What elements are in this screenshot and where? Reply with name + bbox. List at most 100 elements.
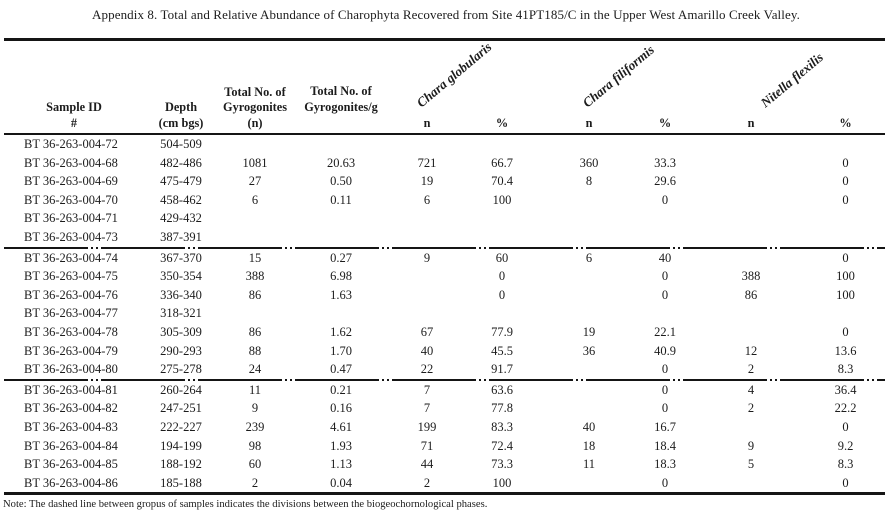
col-header-total-gyrogonites: Total No. of Gyrogonites (n): [218, 85, 292, 134]
table-cell: 0: [661, 401, 669, 416]
table-cell: 16.7: [654, 419, 676, 434]
table-cell: 20.63: [326, 155, 356, 170]
table-cell: 67: [420, 324, 434, 339]
table-cell: 2: [251, 475, 259, 490]
table-row: BT 36-263-004-81 260-264 11 0.21 7 63.6 0 4 36.4: [4, 381, 885, 400]
table-cell: 6: [585, 250, 593, 265]
table-row: BT 36-263-004-84 194-199 98 1.93 71 72.4 18 18.…: [4, 437, 885, 456]
table-row: BT 36-263-004-69 475-479 27 0.50 19 70.4 8 29.6…: [4, 172, 885, 191]
table-cell: 15: [248, 250, 262, 265]
table-cell: 72.4: [491, 438, 513, 453]
table-cell: BT 36-263-004-83: [24, 419, 118, 434]
table-cell: 0: [498, 287, 506, 302]
table-cell: [540, 209, 638, 228]
table-cell: [638, 304, 692, 323]
table-cell: BT 36-263-004-77: [24, 306, 118, 321]
table-row: BT 36-263-004-74 367-370 15 0.27 9 60 6 40 0: [4, 249, 885, 268]
table-cell: 29.6: [654, 174, 676, 189]
top-rule: [4, 38, 885, 41]
table-cell: 0: [842, 250, 849, 265]
table-cell: 18.3: [654, 457, 676, 472]
table-cell: 0.21: [330, 382, 352, 397]
table-cell: [292, 304, 390, 323]
table-cell: 0: [661, 192, 669, 207]
table-row: BT 36-263-004-76 336-340 86 1.63 0 0 86 100: [4, 286, 885, 305]
table-body: BT 36-263-004-72 504-509 BT 36-263-004-68 4…: [4, 135, 885, 492]
table-row: BT 36-263-004-71 429-432: [4, 209, 885, 228]
col-header-line: (cm bgs): [158, 115, 204, 130]
table-cell: 44: [420, 457, 434, 472]
table-row: BT 36-263-004-73 387-391: [4, 228, 885, 247]
bottom-rule: [4, 492, 885, 496]
table-cell: 40: [582, 419, 596, 434]
table-cell: 9: [251, 401, 259, 416]
table-cell: 318-321: [160, 306, 202, 321]
table-cell: 360: [579, 155, 599, 170]
table-cell: 247-251: [160, 401, 202, 416]
table-cell: 1.93: [330, 438, 352, 453]
table-cell: BT 36-263-004-79: [24, 343, 118, 358]
table-row: BT 36-263-004-79 290-293 88 1.70 40 45.5 36 40.…: [4, 342, 885, 361]
table-cell: 11: [582, 457, 596, 472]
table-cell: [638, 209, 692, 228]
table-cell: [692, 249, 810, 268]
table-cell: 367-370: [160, 250, 202, 265]
table-cell: 86: [744, 287, 758, 302]
table-cell: [540, 399, 638, 418]
table-cell: 188-192: [160, 457, 202, 472]
appendix-table: Chara globularis Chara filiformis Nitell…: [4, 38, 885, 496]
table-cell: 5: [747, 457, 755, 472]
table-cell: 100: [836, 269, 855, 284]
subcol-header-pct: %: [658, 115, 672, 130]
table-cell: [540, 381, 638, 400]
table-cell: 36: [582, 343, 596, 358]
table-cell: 1081: [242, 155, 268, 170]
table-cell: [810, 135, 881, 154]
table-cell: BT 36-263-004-71: [24, 211, 118, 226]
table-cell: 0.04: [330, 475, 352, 490]
table-cell: 0: [661, 287, 669, 302]
table-cell: [218, 228, 292, 247]
col-header-line: (n): [247, 115, 263, 130]
table-cell: 0: [842, 155, 849, 170]
table-cell: 475-479: [160, 174, 202, 189]
table-cell: 63.6: [491, 382, 513, 397]
table-cell: BT 36-263-004-82: [24, 401, 118, 416]
table-cell: 305-309: [160, 324, 202, 339]
table-cell: [540, 304, 638, 323]
table-cell: 86: [248, 324, 262, 339]
table-cell: 91.7: [491, 362, 513, 377]
table-cell: 19: [582, 324, 596, 339]
table-cell: 0: [842, 475, 849, 490]
table-cell: BT 36-263-004-78: [24, 324, 118, 339]
table-cell: 33.3: [654, 155, 676, 170]
table-cell: 0: [842, 419, 849, 434]
table-cell: 40: [658, 250, 672, 265]
table-cell: BT 36-263-004-68: [24, 155, 118, 170]
table-cell: 8.3: [837, 457, 854, 472]
table-cell: [692, 135, 810, 154]
table-cell: 239: [245, 419, 265, 434]
table-cell: [810, 228, 881, 247]
table-cell: 1.62: [330, 324, 352, 339]
table-cell: [810, 304, 881, 323]
col-header-line: Sample ID: [46, 100, 102, 114]
table-cell: 70.4: [491, 174, 513, 189]
col-header-total-gyrogonites-per-g: Total No. of Gyrogonites/g: [292, 84, 390, 133]
table-cell: BT 36-263-004-69: [24, 174, 118, 189]
table-cell: [540, 267, 638, 286]
table-cell: 185-188: [160, 475, 202, 490]
table-cell: 4.61: [330, 419, 352, 434]
table-cell: 1.13: [330, 457, 352, 472]
table-cell: 388: [245, 269, 265, 284]
col-header-line: Total No. of: [310, 84, 372, 98]
table-cell: 0: [498, 269, 506, 284]
table-cell: 504-509: [160, 137, 202, 151]
table-row: BT 36-263-004-77 318-321: [4, 304, 885, 323]
table-cell: 60: [495, 250, 509, 265]
table-row: BT 36-263-004-70 458-462 6 0.11 6 100 0 0: [4, 191, 885, 210]
table-cell: 0: [842, 192, 849, 207]
table-cell: 19: [420, 174, 434, 189]
subcol-header-n: n: [423, 115, 431, 130]
table-cell: [692, 323, 810, 342]
